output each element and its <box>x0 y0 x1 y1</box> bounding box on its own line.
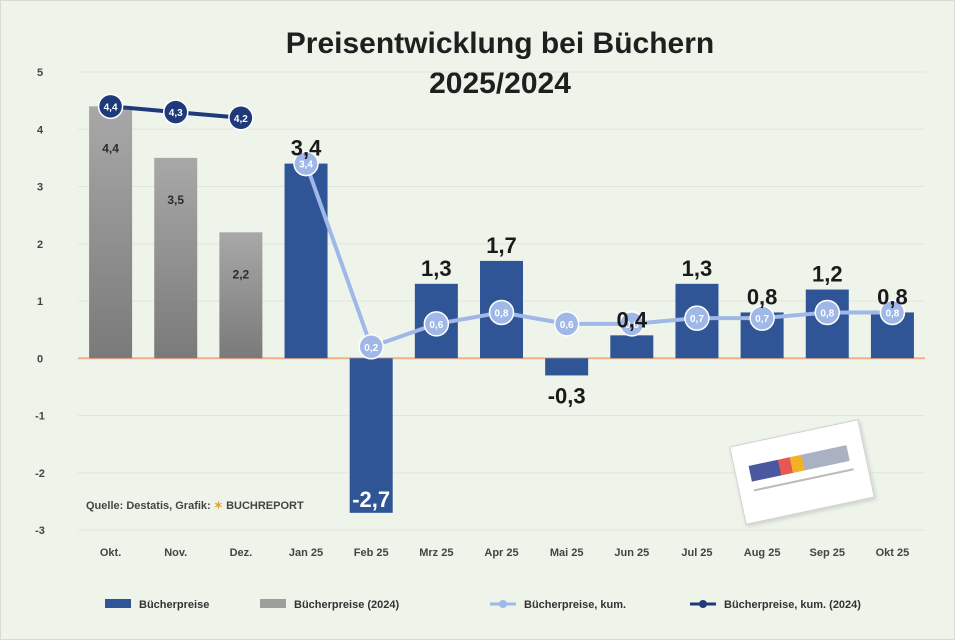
y-tick-label: -3 <box>35 525 45 537</box>
line-point <box>162 99 189 125</box>
line-point <box>97 93 124 120</box>
destatis-logo <box>748 445 850 482</box>
chart-title-line-1: Preisentwicklung bei Büchern <box>285 27 715 60</box>
line-point <box>879 299 906 326</box>
line-point <box>293 150 319 177</box>
source-note: Quelle: Destatis, Grafik: ✶ BUCHREPORT <box>86 499 304 512</box>
bar-value-label: 1,3 <box>421 256 452 281</box>
bar <box>349 358 393 513</box>
line-point <box>619 311 645 337</box>
bar-value-label: -0,3 <box>548 383 586 408</box>
legend-marker <box>499 600 507 608</box>
x-tick-label: Mrz 25 <box>419 547 453 559</box>
series-line <box>304 162 893 350</box>
bar <box>219 232 263 359</box>
bar <box>284 163 328 359</box>
line-point <box>358 334 384 360</box>
point-label: 0,7 <box>755 314 769 325</box>
y-tick-label: 3 <box>37 182 43 194</box>
point-label: 0,8 <box>820 308 834 319</box>
point-label: 0,6 <box>429 320 443 331</box>
legend-label: Bücherpreise, kum. (2024) <box>724 599 861 611</box>
line-point <box>684 305 710 331</box>
legend-marker <box>699 600 707 608</box>
bar-value-label: 0,8 <box>877 284 908 309</box>
point-label: 4,4 <box>104 102 118 113</box>
x-tick-label: Aug 25 <box>744 547 781 559</box>
bar-value-label: 3,5 <box>167 193 184 207</box>
x-tick-label: Feb 25 <box>354 547 389 559</box>
x-tick-label: Mai 25 <box>550 547 584 559</box>
x-tick-label: Sep 25 <box>810 547 845 559</box>
bar <box>154 157 198 359</box>
line-point <box>749 305 775 331</box>
x-tick-label: Jul 25 <box>681 547 712 559</box>
bar-value-label: 2,2 <box>233 267 250 281</box>
line-point <box>553 311 580 337</box>
source-brand: BUCHREPORT <box>226 500 304 512</box>
bar-value-label: 1,2 <box>812 262 843 287</box>
point-label: 4,2 <box>234 114 248 125</box>
bar-value-label: 1,7 <box>486 233 517 258</box>
point-label: 3,4 <box>299 160 313 171</box>
y-tick-label: 5 <box>37 67 43 79</box>
legend-swatch <box>105 599 131 608</box>
point-label: 0,8 <box>495 308 509 319</box>
bar-value-label: 0,8 <box>747 284 778 309</box>
x-tick-label: Dez. <box>230 547 253 559</box>
x-tick-label: Jun 25 <box>614 547 649 559</box>
y-tick-label: 0 <box>37 353 43 365</box>
bar <box>89 106 133 359</box>
legend-label: Bücherpreise (2024) <box>294 599 399 611</box>
y-tick-label: 1 <box>37 296 43 308</box>
legend-swatch <box>260 599 286 608</box>
point-label: 0,7 <box>690 314 704 325</box>
bar <box>545 358 589 376</box>
point-label: 0,8 <box>885 308 899 319</box>
bar-value-label: 1,3 <box>682 256 713 281</box>
bar-value-label: -2,7 <box>352 487 390 512</box>
bar-value-label: 0,4 <box>617 307 648 332</box>
point-label: 0,6 <box>625 320 639 331</box>
y-tick-label: -1 <box>35 411 45 423</box>
x-tick-label: Okt 25 <box>876 547 910 559</box>
line-point <box>423 311 450 337</box>
y-tick-label: 4 <box>37 124 44 136</box>
line-point <box>488 299 515 326</box>
bar-value-label: 3,4 <box>291 136 322 161</box>
line-point <box>814 299 841 326</box>
bar <box>610 335 654 359</box>
line-point <box>228 105 254 131</box>
x-tick-label: Okt. <box>100 547 121 559</box>
brand-star-icon: ✶ <box>213 500 223 512</box>
x-tick-label: Apr 25 <box>484 547 518 559</box>
bar-value-label: 4,4 <box>102 141 119 155</box>
source-text: Quelle: Destatis, Grafik: <box>86 500 211 512</box>
y-tick-label: -2 <box>35 468 45 480</box>
point-label: 0,6 <box>560 320 574 331</box>
y-tick-label: 2 <box>37 239 43 251</box>
point-label: 4,3 <box>169 108 183 119</box>
point-label: 0,2 <box>364 343 378 354</box>
x-tick-label: Nov. <box>164 547 187 559</box>
legend-label: Bücherpreise, kum. <box>524 599 626 611</box>
legend-label: Bücherpreise <box>139 599 209 611</box>
x-tick-label: Jan 25 <box>289 547 323 559</box>
